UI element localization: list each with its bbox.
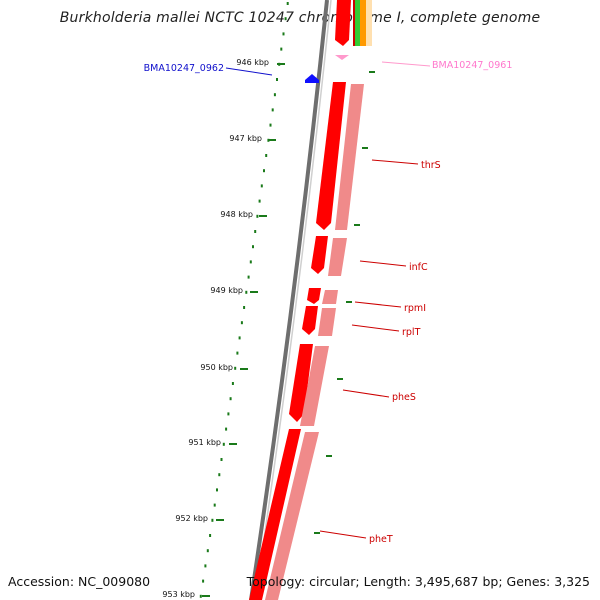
scale-dot bbox=[238, 336, 241, 340]
tick-label-951: 951 kbp bbox=[188, 438, 221, 447]
scale-dot bbox=[252, 245, 254, 249]
gene-label-bma10247-0962[interactable]: BMA10247_0962 bbox=[144, 63, 224, 74]
cds-track bbox=[249, 82, 346, 600]
chromosome-backbone-highlight bbox=[254, 0, 332, 600]
scale-dot bbox=[206, 549, 209, 553]
tick-label-953: 953 kbp bbox=[162, 590, 195, 599]
scale-dot bbox=[218, 473, 221, 477]
gene-fragment-top-green bbox=[355, 0, 361, 46]
scale-dot bbox=[199, 594, 202, 598]
scale-dot bbox=[211, 518, 214, 522]
scale-dot bbox=[220, 458, 223, 461]
scale-dot bbox=[247, 275, 250, 279]
gene-label-rplt[interactable]: rplT bbox=[402, 327, 421, 338]
genome-summary: Topology: circular; Length: 3,495,687 bp… bbox=[246, 574, 590, 589]
gene-label-bma10247-0961[interactable]: BMA10247_0961 bbox=[432, 60, 512, 71]
gene-phet-arrow[interactable] bbox=[249, 429, 301, 600]
scale-dot bbox=[258, 199, 261, 203]
scale-dot bbox=[225, 427, 228, 431]
label-leaders bbox=[225, 61, 431, 539]
gene-fragment-top-red bbox=[335, 0, 351, 46]
gene-thrs-arrow[interactable] bbox=[316, 82, 346, 230]
cds-shadow-track bbox=[265, 84, 364, 600]
right-tick-marks bbox=[314, 71, 375, 534]
gene-label-phes[interactable]: pheS bbox=[392, 392, 416, 403]
scale-dot bbox=[284, 17, 287, 21]
scale-dot bbox=[249, 260, 252, 264]
scale-dot bbox=[229, 397, 232, 401]
gene-phes-arrow[interactable] bbox=[289, 344, 313, 422]
scale-dot bbox=[227, 412, 230, 416]
tick-label-947: 947 kbp bbox=[229, 134, 262, 143]
scale-tick-946: 946 kbp bbox=[236, 58, 285, 67]
tick-label-950: 950 kbp bbox=[200, 363, 233, 372]
scale-tick-949: 949 kbp bbox=[210, 286, 258, 295]
gene-rplt-arrow[interactable] bbox=[302, 306, 318, 335]
tick-label-952: 952 kbp bbox=[175, 514, 208, 523]
scale-dot bbox=[209, 534, 212, 537]
scale-dot bbox=[286, 2, 289, 5]
scale-tick-952: 952 kbp bbox=[175, 514, 224, 523]
gene-rpmi-arrow[interactable] bbox=[307, 288, 321, 304]
gene-label-infc[interactable]: infC bbox=[409, 262, 428, 273]
scale-dot bbox=[202, 579, 205, 583]
scale-dot bbox=[240, 321, 243, 325]
scale-tick-951: 951 kbp bbox=[188, 438, 237, 447]
scale-dot bbox=[269, 123, 272, 127]
scale-dot bbox=[256, 214, 259, 218]
tick-label-948: 948 kbp bbox=[220, 210, 253, 219]
gene-fragment-top-light bbox=[366, 0, 372, 46]
scale-dot bbox=[204, 564, 207, 568]
gene-bma10247-0961-shape[interactable] bbox=[335, 55, 349, 60]
scale-tick-948: 948 kbp bbox=[220, 210, 267, 219]
top-gene-fragments bbox=[335, 0, 372, 46]
gene-label-thrs[interactable]: thrS bbox=[421, 160, 441, 171]
gene-infc-arrow[interactable] bbox=[311, 236, 328, 274]
scale-dot bbox=[243, 306, 246, 309]
scale-dot bbox=[280, 47, 283, 51]
chromosome-backbone bbox=[249, 0, 329, 600]
gene-label-phet[interactable]: pheT bbox=[369, 534, 393, 545]
scale-dot bbox=[260, 184, 263, 188]
gene-bma10247-0962-shape[interactable] bbox=[305, 74, 319, 83]
scale-dot bbox=[222, 442, 225, 446]
scale-dot bbox=[263, 169, 265, 173]
scale-dot bbox=[271, 108, 274, 112]
scale-dot bbox=[245, 290, 248, 294]
scale-tick-947: 947 kbp bbox=[229, 134, 276, 143]
scale-dot bbox=[234, 366, 237, 370]
gene-fragment-top-orange bbox=[360, 0, 367, 46]
scale-dot bbox=[273, 93, 276, 97]
scale-dot bbox=[236, 351, 239, 355]
scale-dot bbox=[282, 32, 285, 36]
map-title: Burkholderia mallei NCTC 10247 chromosom… bbox=[59, 10, 541, 26]
scale-dotted-line bbox=[199, 2, 289, 598]
tick-label-949: 949 kbp bbox=[210, 286, 243, 295]
scale-dot bbox=[276, 78, 278, 81]
scale-tick-953: 953 kbp bbox=[162, 590, 210, 599]
scale-dot bbox=[231, 382, 234, 385]
scale-dot bbox=[216, 488, 218, 492]
gene-label-rpmi[interactable]: rpmI bbox=[404, 303, 426, 314]
scale-tick-950: 950 kbp bbox=[200, 363, 248, 372]
scale-dot bbox=[254, 230, 257, 233]
accession-label: Accession: NC_009080 bbox=[8, 574, 151, 589]
scale-dot bbox=[265, 154, 268, 157]
scale-dot bbox=[213, 503, 216, 507]
tick-label-946: 946 kbp bbox=[236, 58, 269, 67]
